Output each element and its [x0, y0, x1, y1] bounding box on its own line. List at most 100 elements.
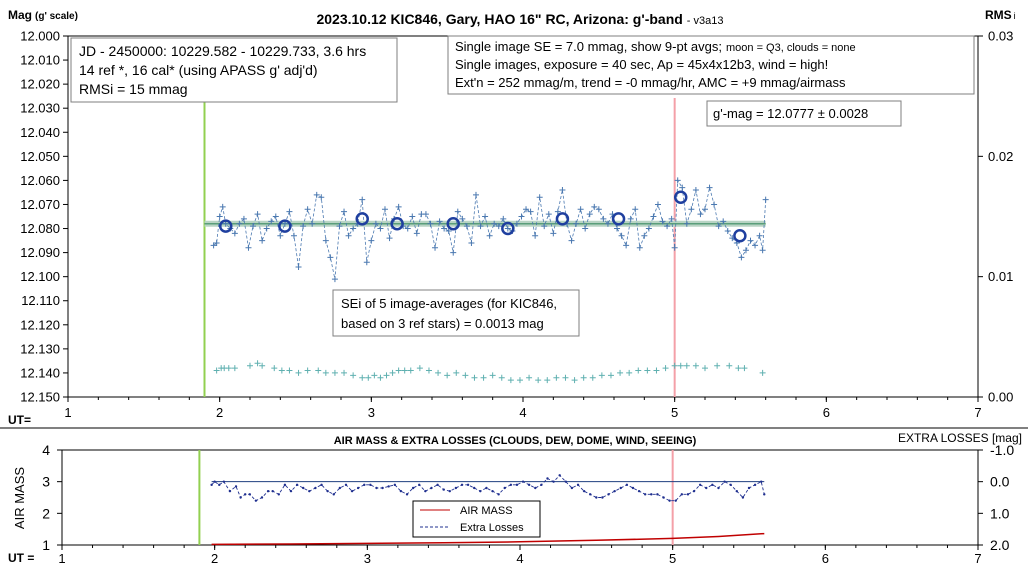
extra-losses-point: [222, 480, 226, 483]
single-image-point: [627, 215, 634, 222]
check-star-point: [425, 367, 432, 374]
extra-losses-point: [613, 489, 616, 493]
single-image-point: [368, 237, 375, 244]
single-image-point: [659, 218, 666, 225]
extra-losses-point: [595, 496, 598, 499]
single-image-point: [300, 223, 307, 230]
check-star-point: [471, 374, 478, 381]
single-image-point: [641, 232, 648, 239]
extra-losses-point: [680, 493, 684, 496]
single-image-point: [272, 213, 279, 220]
info-right-line-1: Single image SE = 7.0 mmag, show 9-pt av…: [455, 39, 856, 54]
bottom-y-tick-label: 3: [42, 474, 50, 490]
single-image-point: [683, 220, 690, 227]
bottom-y2-tick-label: 1.0: [990, 505, 1010, 521]
extra-losses-point: [260, 496, 264, 499]
sei-box: SEi of 5 image-averages (for KIC846, bas…: [332, 289, 580, 337]
single-image-point: [706, 184, 713, 191]
single-image-point: [486, 232, 493, 239]
extra-losses-point: [218, 483, 221, 487]
single-image-point: [336, 223, 343, 230]
avg-point-circle: [611, 212, 626, 226]
single-image-point: [268, 218, 275, 225]
check-star-point: [644, 367, 651, 374]
single-image-point: [532, 232, 539, 239]
top-y-tick-label: 12.060: [20, 173, 60, 188]
sei-line-1: SEi of 5 image-averages (for KIC846,: [341, 296, 557, 311]
check-star-point: [444, 372, 451, 379]
extra-losses-point: [643, 493, 647, 496]
top-x-tick-label: 2: [216, 405, 223, 420]
extra-losses-point: [289, 489, 293, 493]
top-y-tick-label: 12.070: [20, 197, 60, 212]
bottom-y-tick-label: 4: [42, 442, 50, 458]
single-image-point: [290, 232, 297, 239]
extra-losses-point: [692, 489, 696, 493]
check-star-point: [653, 367, 660, 374]
extra-losses-series-line: [211, 474, 765, 502]
extra-losses-point: [369, 483, 372, 487]
extra-losses-point: [631, 486, 635, 490]
top-x-axis-label: UT=: [8, 413, 31, 427]
top-y-tick-label: 12.040: [20, 125, 60, 140]
extra-losses-point: [674, 499, 677, 502]
extra-losses-point: [375, 486, 378, 490]
check-star-point: [371, 372, 378, 379]
extra-losses-point: [308, 489, 311, 493]
single-image-point: [715, 223, 722, 230]
extra-losses-point: [234, 485, 238, 488]
check-star-point: [526, 374, 533, 381]
single-image-point: [318, 194, 325, 201]
single-image-point: [582, 225, 589, 232]
extra-losses-point: [711, 483, 714, 487]
check-star-point: [286, 367, 293, 374]
check-star-point: [580, 374, 587, 381]
single-image-point: [322, 237, 329, 244]
bottom-chart-title: AIR MASS & EXTRA LOSSES (CLOUDS, DEW, DO…: [334, 435, 697, 447]
sei-line-2: based on 3 ref stars) = 0.0013 mag: [341, 316, 544, 331]
bottom-y2-tick-label: -1.0: [990, 442, 1014, 458]
top-y-tick-label: 12.050: [20, 149, 60, 164]
top-x-tick-label: 1: [64, 405, 71, 420]
extra-losses-point: [607, 493, 610, 496]
top-y-axis-label: Mag (g' scale): [8, 8, 78, 22]
single-image-point: [568, 237, 575, 244]
extra-losses-point: [442, 488, 445, 491]
extra-losses-point: [540, 483, 543, 487]
check-star-point: [231, 365, 238, 372]
extra-losses-point: [350, 489, 354, 493]
single-image-point: [263, 225, 270, 232]
extra-losses-point: [244, 493, 247, 496]
bottom-x-tick-label: 3: [364, 551, 371, 566]
extra-losses-point: [515, 483, 519, 487]
single-image-point: [679, 184, 686, 191]
single-image-point: [236, 220, 243, 227]
extra-losses-point: [698, 483, 702, 487]
single-image-point: [623, 242, 630, 249]
check-star-point: [462, 372, 469, 379]
check-star-point: [516, 377, 523, 384]
extra-losses-point: [418, 483, 421, 487]
top-y-tick-label: 12.140: [20, 365, 60, 380]
check-star-point: [677, 362, 684, 369]
single-image-point: [545, 211, 552, 218]
single-image-point: [645, 225, 652, 232]
extra-losses-point: [473, 486, 476, 490]
check-star-point: [535, 377, 542, 384]
single-image-point: [216, 213, 223, 220]
single-image-point: [359, 196, 366, 203]
mag-result-text: g'-mag = 12.0777 ± 0.0028: [713, 106, 868, 121]
single-image-point: [345, 232, 352, 239]
single-image-point: [413, 230, 420, 237]
single-image-point: [738, 254, 745, 261]
extra-losses-point: [254, 499, 258, 502]
check-star-point: [389, 369, 396, 376]
check-star-point: [571, 377, 578, 384]
extra-losses-point: [503, 486, 506, 490]
avg-point-circle: [278, 219, 292, 233]
top-y-tick-label: 12.080: [20, 221, 60, 236]
info-left-line-1: JD - 2450000: 10229.582 - 10229.733, 3.6…: [79, 43, 366, 59]
bottom-y2-axis-label: EXTRA LOSSES [mag]: [898, 431, 1022, 445]
single-image-point: [742, 247, 749, 254]
airmass-series-line: [211, 532, 765, 546]
